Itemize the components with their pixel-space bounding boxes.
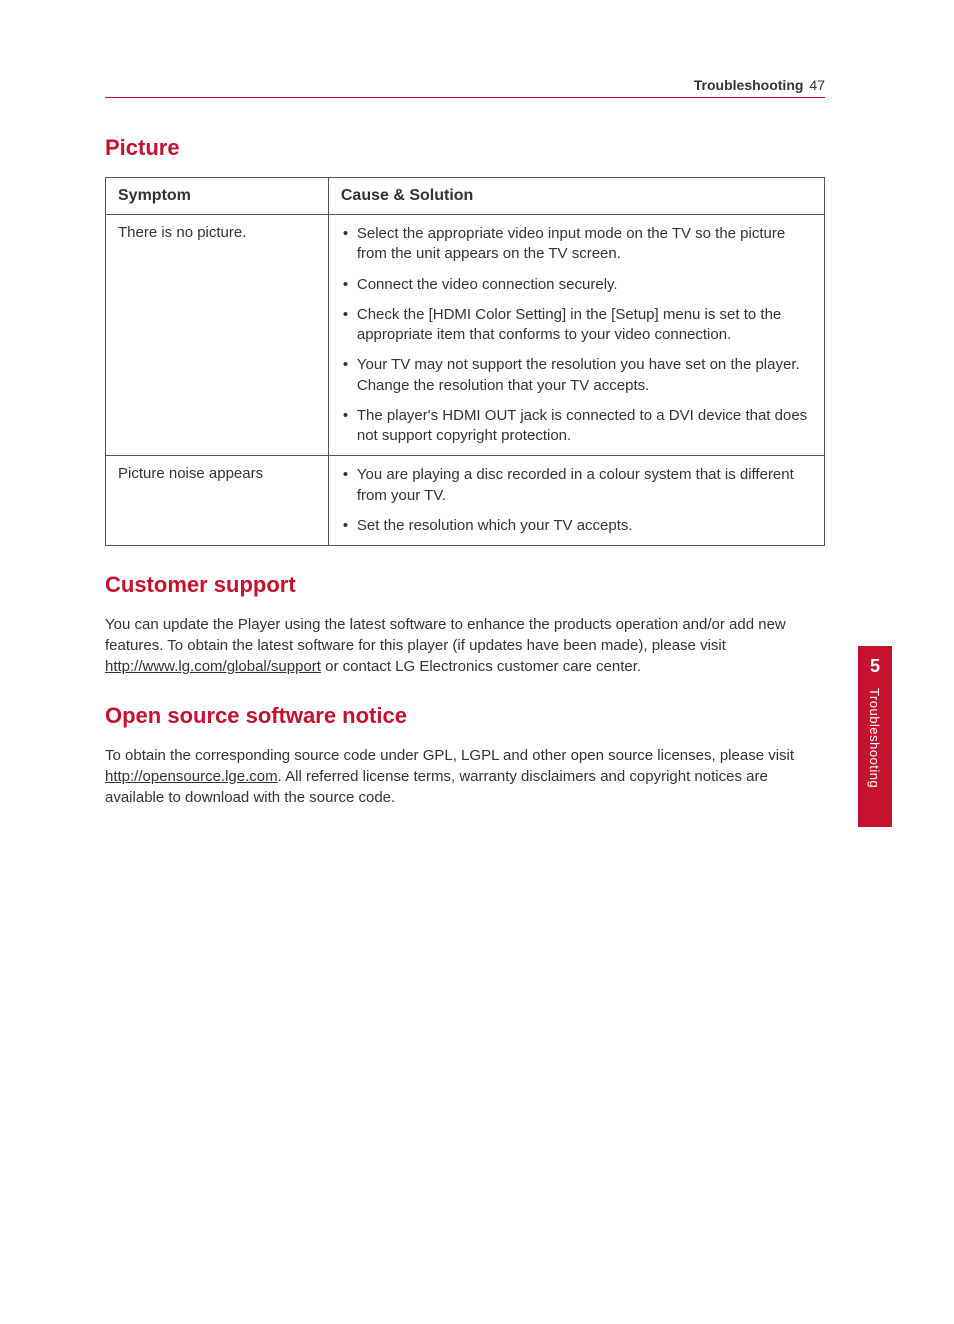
- customer-support-heading: Customer support: [105, 572, 825, 598]
- customer-text-before: You can update the Player using the late…: [105, 616, 786, 654]
- header-section: Troubleshooting: [694, 77, 804, 93]
- solution-item: Check the [HDMI Color Setting] in the [S…: [341, 305, 812, 346]
- picture-heading: Picture: [105, 135, 825, 161]
- customer-support-text: You can update the Player using the late…: [105, 614, 825, 677]
- chapter-label: Troubleshooting: [867, 688, 882, 788]
- customer-support-link[interactable]: http://www.lg.com/global/support: [105, 658, 321, 675]
- solution-item: You are playing a disc recorded in a col…: [341, 465, 812, 506]
- symptom-cell: Picture noise appears: [106, 456, 329, 546]
- opensource-link[interactable]: http://opensource.lge.com: [105, 768, 278, 785]
- opensource-heading: Open source software notice: [105, 703, 825, 729]
- table-row: There is no picture. Select the appropri…: [106, 215, 825, 456]
- table-header-symptom: Symptom: [106, 178, 329, 215]
- solution-cell: You are playing a disc recorded in a col…: [328, 456, 824, 546]
- symptom-cell: There is no picture.: [106, 215, 329, 456]
- table-row: Picture noise appears You are playing a …: [106, 456, 825, 546]
- header-page-number: 47: [809, 77, 825, 93]
- customer-text-after: or contact LG Electronics customer care …: [321, 658, 641, 675]
- header-rule: [105, 97, 825, 98]
- page-header: Troubleshooting 47: [694, 77, 825, 93]
- solution-item: The player's HDMI OUT jack is connected …: [341, 406, 812, 447]
- chapter-number: 5: [858, 646, 892, 677]
- opensource-text: To obtain the corresponding source code …: [105, 745, 825, 808]
- solution-cell: Select the appropriate video input mode …: [328, 215, 824, 456]
- opensource-text-before: To obtain the corresponding source code …: [105, 747, 794, 764]
- page-content: Picture Symptom Cause & Solution There i…: [105, 135, 825, 812]
- table-header-solution: Cause & Solution: [328, 178, 824, 215]
- solution-item: Select the appropriate video input mode …: [341, 224, 812, 265]
- chapter-tab: 5 Troubleshooting: [858, 646, 892, 827]
- solution-item: Set the resolution which your TV accepts…: [341, 516, 812, 536]
- picture-table: Symptom Cause & Solution There is no pic…: [105, 177, 825, 546]
- solution-item: Connect the video connection securely.: [341, 275, 812, 295]
- solution-item: Your TV may not support the resolution y…: [341, 355, 812, 396]
